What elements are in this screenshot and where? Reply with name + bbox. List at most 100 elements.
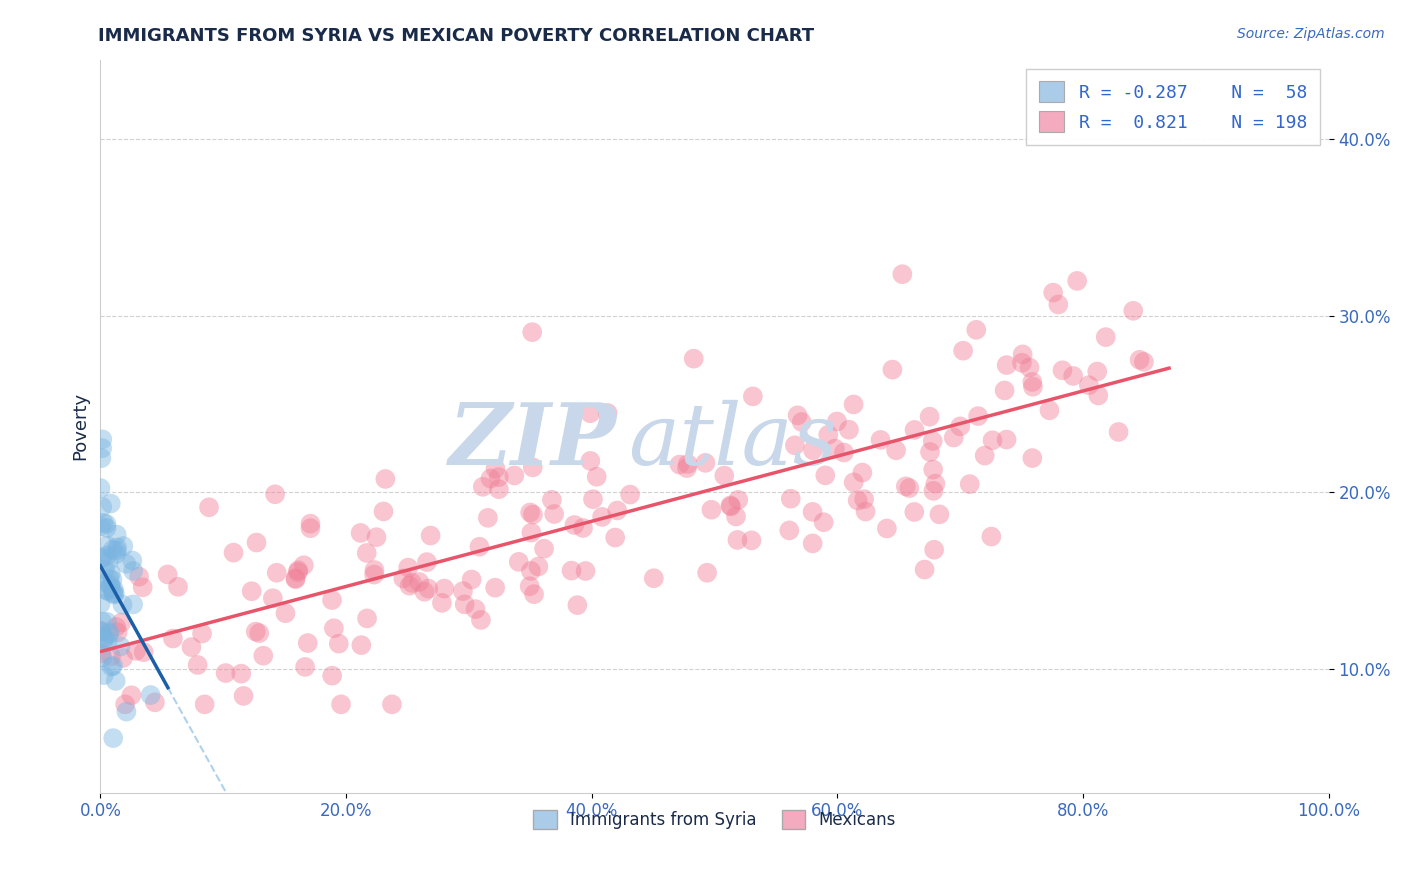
Point [814, 468, 837, 483]
Point [98, 572, 121, 586]
Point [682, 351, 704, 366]
Point [89, 481, 111, 495]
Point [949, 419, 972, 434]
Point [965, 323, 987, 337]
Point [922, 483, 945, 498]
Point [198, 500, 221, 515]
Point [484, 461, 506, 475]
Point [779, 491, 801, 506]
Point [824, 442, 846, 456]
Point [903, 505, 925, 519]
Point [527, 559, 550, 574]
Point [115, 705, 138, 719]
Point [668, 458, 690, 472]
Point [91, 500, 114, 514]
Point [416, 555, 439, 569]
Point [101, 573, 124, 587]
Point [103, 731, 125, 745]
Point [582, 492, 605, 507]
Point [783, 438, 806, 452]
Point [541, 492, 564, 507]
Point [725, 533, 748, 547]
Point [91, 615, 114, 629]
Point [1122, 303, 1144, 318]
Point [231, 666, 253, 681]
Point [105, 541, 128, 555]
Point [90, 597, 112, 611]
Point [90, 647, 112, 661]
Point [91, 632, 114, 646]
Point [533, 541, 555, 556]
Point [94, 563, 117, 577]
Point [125, 644, 148, 658]
Point [884, 443, 907, 458]
Point [330, 698, 353, 712]
Point [94, 575, 117, 590]
Point [605, 531, 627, 545]
Point [786, 409, 808, 423]
Point [408, 574, 430, 589]
Point [1133, 355, 1156, 369]
Point [110, 615, 132, 630]
Point [1022, 380, 1045, 394]
Point [299, 521, 322, 535]
Point [156, 567, 179, 582]
Point [96, 615, 118, 629]
Point [488, 470, 510, 484]
Point [519, 579, 541, 593]
Point [89, 624, 111, 638]
Text: ZIP: ZIP [449, 399, 616, 483]
Point [572, 521, 595, 535]
Point [876, 521, 898, 535]
Point [471, 480, 494, 494]
Point [180, 640, 202, 654]
Point [114, 698, 136, 712]
Point [356, 611, 378, 625]
Point [470, 613, 492, 627]
Point [366, 530, 388, 544]
Point [100, 649, 122, 664]
Point [479, 471, 502, 485]
Point [115, 557, 138, 571]
Point [700, 502, 723, 516]
Point [842, 397, 865, 411]
Point [1077, 378, 1099, 392]
Point [894, 479, 917, 493]
Point [1085, 364, 1108, 378]
Point [245, 535, 267, 549]
Point [817, 427, 839, 442]
Point [132, 645, 155, 659]
Point [222, 546, 245, 560]
Point [995, 433, 1018, 447]
Point [522, 325, 544, 339]
Point [105, 620, 128, 634]
Point [853, 492, 876, 507]
Point [695, 456, 717, 470]
Point [392, 571, 415, 585]
Point [508, 555, 530, 569]
Point [579, 406, 602, 420]
Point [120, 688, 142, 702]
Point [855, 504, 877, 518]
Point [266, 566, 288, 580]
Point [93, 632, 115, 646]
Point [284, 571, 307, 585]
Point [294, 660, 316, 674]
Point [741, 533, 763, 548]
Point [96, 583, 118, 598]
Point [1011, 347, 1033, 361]
Point [107, 625, 129, 640]
Point [1047, 297, 1070, 311]
Point [741, 389, 763, 403]
Point [100, 496, 122, 510]
Point [453, 598, 475, 612]
Point [245, 624, 267, 639]
Point [585, 469, 607, 483]
Point [676, 461, 699, 475]
Point [139, 688, 162, 702]
Point [363, 567, 385, 582]
Point [520, 525, 543, 540]
Point [1011, 356, 1033, 370]
Point [918, 445, 941, 459]
Point [214, 666, 236, 681]
